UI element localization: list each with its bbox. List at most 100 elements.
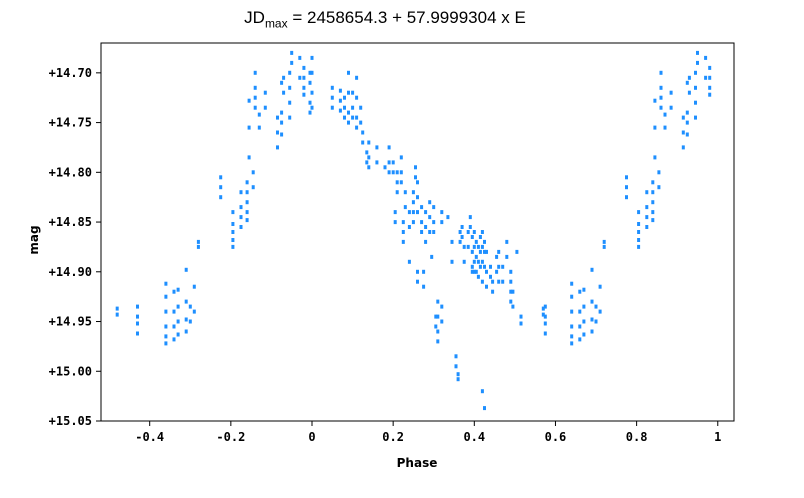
data-point bbox=[257, 125, 261, 130]
data-point bbox=[501, 279, 505, 284]
x-tick-label: 0 bbox=[308, 430, 315, 444]
data-point bbox=[231, 210, 235, 215]
x-axis-label: Phase bbox=[397, 456, 438, 470]
data-point bbox=[245, 218, 249, 223]
data-point bbox=[476, 259, 480, 264]
data-point bbox=[432, 205, 436, 210]
data-point bbox=[288, 85, 292, 90]
data-point bbox=[483, 239, 486, 244]
data-point bbox=[298, 75, 302, 80]
data-point bbox=[343, 105, 346, 110]
data-point bbox=[474, 239, 478, 244]
data-point bbox=[590, 299, 594, 304]
data-point bbox=[164, 334, 168, 339]
data-point bbox=[239, 190, 243, 195]
data-point bbox=[172, 289, 176, 294]
data-point bbox=[651, 180, 655, 185]
data-point bbox=[659, 70, 663, 75]
data-point bbox=[115, 306, 119, 311]
data-point bbox=[176, 287, 180, 292]
data-point bbox=[541, 312, 545, 317]
data-point bbox=[458, 239, 462, 244]
data-point bbox=[414, 175, 417, 180]
data-point bbox=[196, 239, 200, 244]
data-point bbox=[570, 281, 574, 286]
data-point bbox=[188, 304, 192, 309]
data-point bbox=[474, 254, 478, 259]
data-point bbox=[653, 125, 657, 130]
data-point bbox=[511, 304, 515, 309]
data-point bbox=[308, 70, 312, 75]
data-point bbox=[288, 100, 292, 105]
data-point bbox=[164, 341, 168, 346]
data-point bbox=[280, 132, 284, 137]
y-tick-label: +14.70 bbox=[49, 66, 92, 80]
data-point bbox=[416, 269, 419, 274]
data-point bbox=[367, 140, 371, 145]
data-point bbox=[361, 130, 365, 135]
data-point bbox=[288, 70, 292, 75]
data-point bbox=[696, 60, 699, 65]
data-point bbox=[387, 170, 391, 175]
data-point bbox=[302, 75, 306, 80]
data-point bbox=[308, 80, 312, 85]
title-sub: max bbox=[264, 16, 288, 31]
data-point bbox=[420, 230, 424, 234]
data-point bbox=[472, 259, 476, 264]
data-point bbox=[663, 112, 667, 117]
data-point bbox=[308, 100, 312, 105]
data-point bbox=[468, 215, 472, 220]
data-point bbox=[478, 264, 482, 269]
data-point bbox=[176, 319, 180, 324]
data-point bbox=[659, 85, 663, 90]
data-point bbox=[669, 105, 673, 110]
data-point bbox=[708, 92, 712, 97]
data-point bbox=[347, 90, 350, 95]
data-point bbox=[387, 145, 391, 150]
data-point bbox=[472, 230, 476, 234]
data-point bbox=[651, 190, 655, 195]
data-point bbox=[403, 205, 407, 210]
data-point bbox=[310, 55, 314, 60]
data-point bbox=[681, 130, 685, 135]
data-point bbox=[424, 210, 428, 215]
data-point bbox=[359, 120, 363, 125]
data-point bbox=[704, 55, 708, 60]
data-point bbox=[375, 160, 379, 165]
data-point bbox=[541, 306, 545, 311]
data-point bbox=[251, 170, 255, 175]
data-point bbox=[685, 80, 689, 85]
data-point bbox=[543, 314, 547, 319]
data-point bbox=[338, 98, 342, 103]
data-point bbox=[685, 120, 689, 125]
data-point bbox=[495, 254, 499, 259]
data-point bbox=[263, 105, 267, 110]
data-point bbox=[434, 314, 438, 319]
data-point bbox=[219, 195, 223, 200]
y-tick-label: +14.75 bbox=[49, 116, 92, 130]
data-point bbox=[509, 289, 513, 294]
data-point bbox=[466, 230, 470, 234]
data-point bbox=[462, 259, 466, 264]
data-point bbox=[239, 215, 243, 220]
data-point bbox=[509, 279, 513, 284]
y-tick-label: +15.00 bbox=[49, 364, 92, 378]
data-point bbox=[582, 332, 586, 337]
data-point bbox=[395, 180, 399, 185]
data-point bbox=[657, 185, 661, 190]
data-point bbox=[302, 92, 306, 97]
data-point bbox=[375, 145, 379, 150]
x-tick-label: 0.6 bbox=[545, 430, 567, 444]
data-point bbox=[645, 190, 649, 195]
data-point bbox=[428, 230, 432, 234]
data-point bbox=[440, 319, 444, 324]
data-point bbox=[456, 372, 460, 377]
data-point bbox=[367, 155, 371, 160]
data-point bbox=[393, 220, 397, 225]
chart-title: JDmax = 2458654.3 + 57.9999304 x E bbox=[0, 8, 770, 30]
data-point bbox=[653, 155, 657, 160]
data-point bbox=[458, 230, 462, 234]
data-point bbox=[383, 165, 387, 170]
data-point bbox=[440, 220, 444, 225]
data-point bbox=[625, 175, 628, 180]
